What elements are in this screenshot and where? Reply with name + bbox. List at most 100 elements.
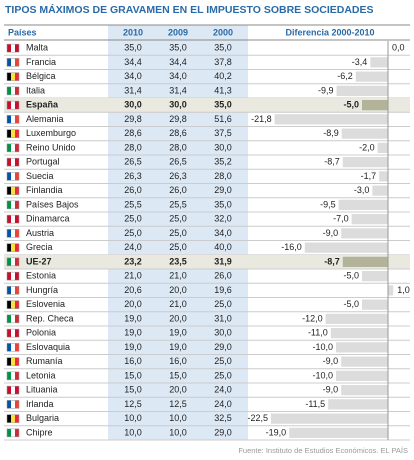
flag — [15, 243, 19, 252]
flag — [11, 371, 15, 380]
flag-border — [6, 229, 20, 238]
cell: 34,4 — [169, 57, 187, 67]
cell: 30,0 — [214, 142, 232, 152]
flag — [15, 286, 19, 295]
country: Reino Unido — [26, 142, 76, 152]
diff-label: -5,0 — [343, 299, 359, 309]
bar — [377, 142, 388, 153]
flag-border — [6, 143, 20, 153]
flag — [7, 115, 11, 124]
cell: 26,0 — [169, 185, 187, 195]
flag — [7, 58, 11, 67]
cell: 20,6 — [124, 285, 142, 295]
cell: 25,0 — [169, 242, 187, 252]
cell: 34,0 — [124, 71, 142, 81]
cell: 26,3 — [169, 171, 187, 181]
flag-border — [6, 385, 20, 395]
flag-border — [6, 100, 20, 110]
flag — [11, 72, 15, 81]
bar — [336, 342, 388, 353]
flag — [15, 414, 19, 423]
cell: 31,4 — [169, 85, 187, 95]
flag — [11, 86, 15, 95]
diff-label: -10,0 — [312, 342, 333, 352]
flag — [7, 343, 11, 352]
country: Bélgica — [26, 71, 56, 81]
diff-label: -1,7 — [361, 171, 377, 181]
flag-border — [6, 243, 20, 252]
flag-border — [6, 129, 20, 138]
country: Chipre — [26, 427, 53, 437]
bar — [342, 256, 388, 267]
flag — [15, 158, 19, 167]
cell: 34,4 — [124, 57, 142, 67]
flag — [7, 86, 11, 95]
flag — [15, 86, 19, 95]
bar — [341, 228, 388, 239]
cell: 10,0 — [124, 413, 142, 423]
cell: 25,0 — [169, 214, 187, 224]
cell: 35,0 — [214, 43, 232, 53]
bar — [274, 114, 388, 125]
bar — [370, 57, 388, 68]
cell: 35,0 — [214, 199, 232, 209]
flag — [11, 300, 15, 309]
flag — [7, 329, 11, 338]
flag — [11, 101, 15, 110]
cell: 10,0 — [169, 413, 187, 423]
cell: 20,0 — [124, 299, 142, 309]
cell: 15,0 — [124, 385, 142, 395]
diff-label: -12,0 — [302, 313, 323, 323]
flag — [11, 143, 15, 152]
flag — [15, 58, 19, 67]
diff-label: -11,0 — [308, 328, 328, 338]
country: Luxemburgo — [26, 128, 76, 138]
header-cell: Países — [8, 27, 37, 37]
cell: 28,0 — [169, 142, 187, 152]
flag — [7, 257, 11, 266]
flag — [7, 158, 11, 167]
cell: 19,0 — [124, 313, 142, 323]
cell: 31,0 — [214, 313, 232, 323]
cell: 29,0 — [214, 185, 232, 195]
flag — [7, 44, 11, 53]
diff-label: -10,0 — [312, 370, 333, 380]
cell: 25,0 — [124, 214, 142, 224]
flag — [7, 172, 11, 181]
diff-label: 0,0 — [392, 43, 405, 53]
cell: 28,0 — [124, 142, 142, 152]
diff-label: -11,5 — [305, 399, 325, 409]
cell: 24,0 — [214, 385, 232, 395]
cell: 26,5 — [169, 157, 187, 167]
bar — [325, 313, 388, 324]
country: Hungría — [26, 285, 58, 295]
flag — [11, 44, 15, 53]
cell: 20,0 — [169, 313, 187, 323]
country: Suecia — [26, 171, 54, 181]
diff-label: -3,0 — [354, 185, 370, 195]
row-highlight — [4, 254, 410, 269]
cell: 29,0 — [214, 427, 232, 437]
flag — [7, 143, 11, 152]
diff-label: -9,0 — [323, 356, 339, 366]
cell: 19,0 — [169, 342, 187, 352]
header-cell: Diferencia 2000-2010 — [285, 27, 374, 37]
row-highlight — [4, 98, 410, 113]
flag — [11, 186, 15, 195]
bar — [355, 71, 388, 82]
flag-border — [6, 43, 20, 53]
cell: 51,6 — [214, 114, 232, 124]
cell: 12,5 — [169, 399, 187, 409]
bar — [379, 171, 388, 182]
cell: 23,5 — [169, 256, 187, 266]
flag — [7, 386, 11, 395]
diff-label: -9,0 — [323, 228, 339, 238]
cell: 25,0 — [214, 370, 232, 380]
bar — [338, 199, 388, 210]
diff-label: 1,0 — [397, 285, 410, 295]
bar — [388, 285, 394, 296]
cell: 40,2 — [214, 71, 232, 81]
country: España — [26, 100, 59, 110]
flag — [7, 186, 11, 195]
country: Polonia — [26, 328, 56, 338]
